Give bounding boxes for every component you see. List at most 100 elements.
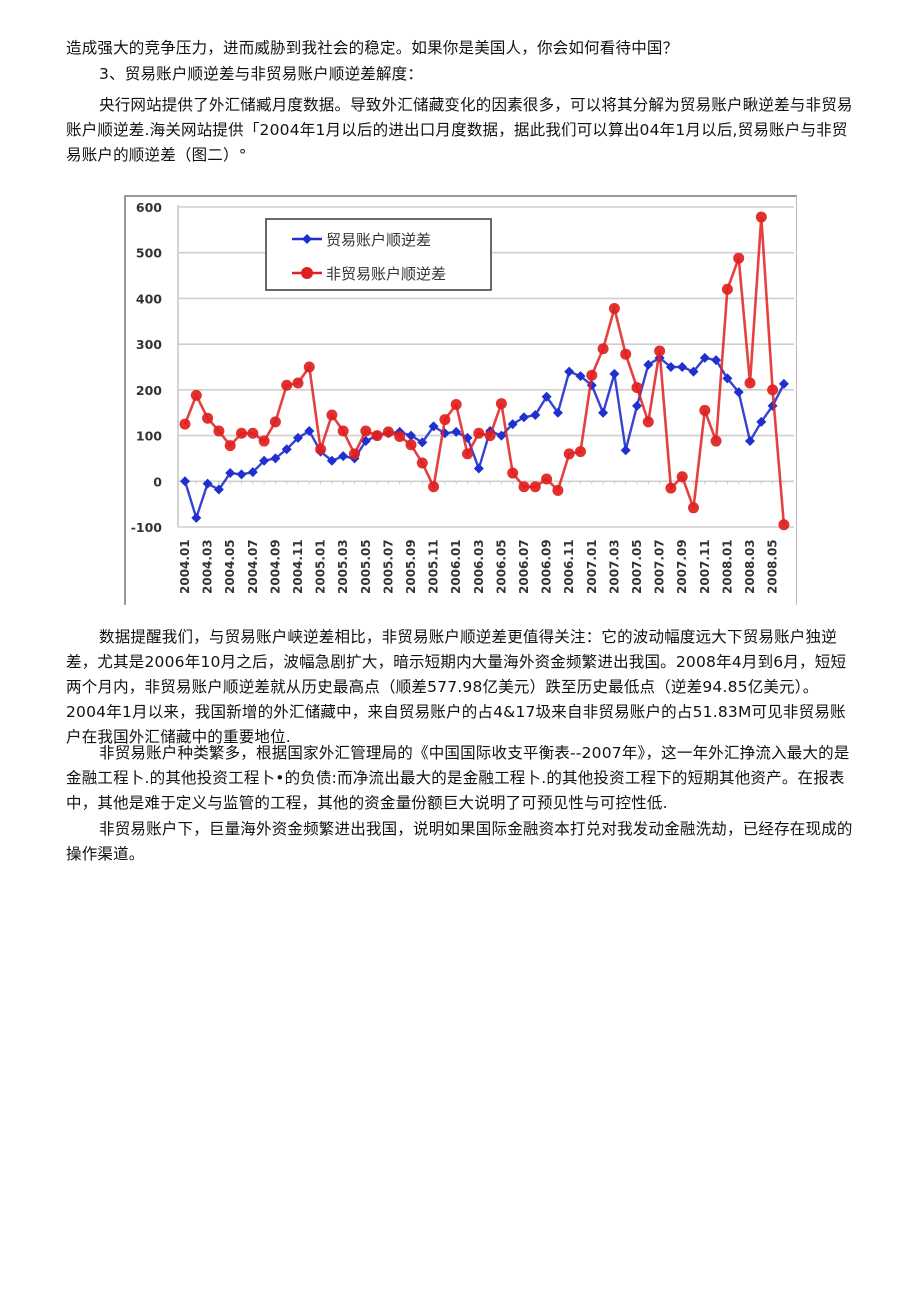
x-tick-label: 2007.05 bbox=[630, 539, 644, 594]
data-point-diamond bbox=[699, 352, 710, 363]
data-point-diamond bbox=[575, 371, 586, 382]
data-point-circle bbox=[597, 343, 609, 355]
data-point-diamond bbox=[519, 412, 529, 423]
x-tick-label: 2004.11 bbox=[291, 539, 305, 594]
y-tick-label: -100 bbox=[131, 520, 163, 535]
data-point-diamond bbox=[281, 444, 292, 455]
x-tick-label: 2004.05 bbox=[223, 539, 237, 594]
data-point-diamond bbox=[620, 445, 631, 456]
data-point-diamond bbox=[552, 407, 563, 418]
data-point-diamond bbox=[665, 362, 676, 372]
data-point-circle bbox=[541, 473, 553, 485]
data-point-diamond bbox=[530, 410, 541, 420]
x-tick-label: 2005.09 bbox=[404, 539, 418, 594]
data-point-circle bbox=[529, 481, 541, 493]
y-tick-label: 200 bbox=[136, 383, 162, 398]
data-point-circle bbox=[767, 384, 779, 396]
x-tick-label: 2007.03 bbox=[607, 539, 621, 594]
x-tick-label: 2008.03 bbox=[743, 539, 757, 594]
data-point-diamond bbox=[632, 400, 642, 411]
x-tick-label: 2006.05 bbox=[494, 539, 508, 594]
data-point-circle bbox=[631, 382, 643, 394]
data-point-circle bbox=[507, 467, 519, 479]
data-point-diamond bbox=[745, 436, 755, 447]
data-point-diamond bbox=[507, 419, 518, 430]
data-point-circle bbox=[552, 484, 564, 496]
paragraph-analysis: 数据提醒我们，与贸易账户峡逆差相比，非贸易账户顺逆差更值得关注：它的波动幅度远大… bbox=[66, 628, 847, 746]
data-point-circle bbox=[190, 389, 202, 401]
data-point-circle bbox=[236, 427, 247, 439]
data-point-circle bbox=[439, 414, 451, 426]
data-point-diamond bbox=[473, 463, 484, 474]
data-point-circle bbox=[292, 377, 304, 389]
data-point-circle bbox=[202, 412, 214, 424]
data-point-circle bbox=[575, 446, 586, 458]
x-tick-label: 2004.03 bbox=[201, 539, 215, 594]
data-point-circle bbox=[654, 345, 666, 357]
data-point-diamond bbox=[677, 362, 688, 372]
paragraph-conclusion: 非贸易账户下，巨量海外资金频繁进出我国，说明如果国际金融资本打兑对我发动金融洗劫… bbox=[66, 820, 853, 863]
data-point-diamond bbox=[326, 455, 337, 466]
data-point-circle bbox=[382, 426, 394, 438]
data-point-circle bbox=[586, 369, 598, 381]
data-point-diamond bbox=[609, 368, 620, 379]
y-tick-label: 600 bbox=[136, 200, 162, 215]
data-point-circle bbox=[371, 430, 383, 442]
x-tick-label: 2008.01 bbox=[720, 539, 734, 594]
x-tick-label: 2004.07 bbox=[246, 539, 260, 594]
y-tick-label: 500 bbox=[136, 246, 162, 261]
data-point-diamond bbox=[180, 476, 190, 487]
x-tick-label: 2006.07 bbox=[517, 539, 531, 594]
data-point-circle bbox=[450, 398, 462, 410]
x-tick-label: 2005.01 bbox=[314, 539, 328, 594]
x-tick-label: 2007.01 bbox=[585, 539, 599, 594]
data-point-diamond bbox=[259, 455, 270, 466]
x-tick-label: 2008.05 bbox=[766, 539, 780, 594]
data-point-diamond bbox=[564, 366, 575, 377]
data-point-circle bbox=[281, 379, 293, 391]
x-tick-label: 2007.11 bbox=[698, 539, 712, 594]
data-point-circle bbox=[688, 502, 699, 514]
data-point-circle bbox=[778, 519, 790, 531]
data-point-circle bbox=[721, 283, 733, 295]
legend-label: 贸易账户顺逆差 bbox=[326, 231, 431, 249]
data-point-circle bbox=[462, 448, 473, 460]
chart-figure: 600 500 400 300 200 100 0 -100 2004.01 2004.03 200… bbox=[124, 195, 797, 605]
data-point-diamond bbox=[541, 391, 552, 402]
x-tick-label: 2005.05 bbox=[359, 539, 373, 594]
x-tick-label: 2007.07 bbox=[653, 539, 667, 594]
data-point-diamond bbox=[213, 484, 224, 495]
data-point-diamond bbox=[338, 451, 349, 462]
data-point-circle bbox=[518, 481, 530, 493]
data-point-circle bbox=[484, 430, 496, 442]
data-point-circle bbox=[303, 361, 315, 373]
x-tick-label: 2005.07 bbox=[381, 539, 395, 594]
x-tick-label: 2006.11 bbox=[562, 539, 576, 594]
data-point-circle bbox=[179, 418, 191, 430]
data-point-diamond bbox=[304, 426, 315, 436]
data-point-circle bbox=[608, 302, 620, 314]
data-point-diamond bbox=[722, 373, 733, 384]
data-point-diamond bbox=[202, 478, 213, 489]
data-point-circle bbox=[710, 435, 722, 447]
data-point-circle bbox=[360, 425, 372, 437]
y-tick-label: 400 bbox=[136, 291, 162, 306]
data-point-circle bbox=[495, 398, 507, 410]
data-point-diamond bbox=[236, 469, 247, 480]
data-point-circle bbox=[269, 416, 281, 428]
data-point-circle bbox=[337, 425, 349, 437]
data-point-diamond bbox=[293, 432, 303, 443]
data-point-circle bbox=[224, 440, 236, 452]
data-point-circle bbox=[563, 448, 575, 460]
data-point-diamond bbox=[711, 355, 722, 366]
data-point-diamond bbox=[756, 416, 767, 427]
data-point-diamond bbox=[406, 430, 416, 441]
data-point-circle bbox=[326, 409, 338, 421]
data-point-diamond bbox=[270, 453, 281, 464]
x-tick-label: 2006.01 bbox=[449, 539, 463, 594]
data-point-circle bbox=[394, 430, 406, 442]
data-point-diamond bbox=[598, 407, 609, 418]
x-tick-label: 2004.09 bbox=[268, 539, 282, 594]
paragraph-data-source: 央行网站提供了外汇储臧月度数据。导致外汇储藏变化的因素很多，可以将其分解为贸易账… bbox=[66, 96, 853, 164]
